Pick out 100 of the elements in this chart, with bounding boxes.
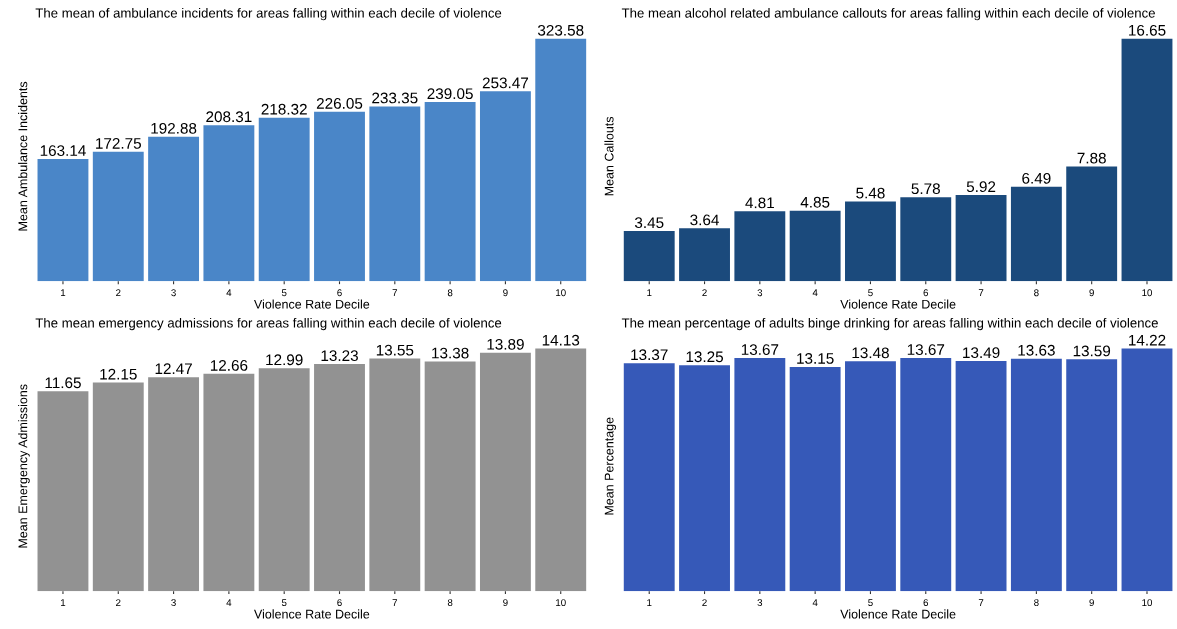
bar bbox=[1121, 38, 1173, 282]
data-label: 11.65 bbox=[45, 377, 81, 389]
chart-title: The mean emergency admissions for areas falling within each decile of violence bbox=[35, 317, 502, 331]
bar bbox=[369, 358, 421, 592]
x-tick-label: 10 bbox=[1142, 289, 1153, 297]
x-tick-label: 7 bbox=[978, 599, 984, 606]
chart-title: The mean percentage of adults binge drinking for areas falling within each decile of violence bbox=[621, 317, 1158, 331]
y-axis-title: Mean Percentage bbox=[604, 417, 617, 515]
x-tick-label: 8 bbox=[447, 599, 453, 607]
x-tick-label: 10 bbox=[1142, 599, 1153, 607]
bar bbox=[37, 391, 89, 592]
bar bbox=[148, 136, 200, 282]
bar bbox=[734, 358, 786, 592]
bar bbox=[314, 364, 365, 592]
data-label: 323.58 bbox=[537, 24, 584, 36]
y-axis-title: Mean Callouts bbox=[604, 116, 614, 196]
bar bbox=[535, 348, 587, 592]
data-label: 4.81 bbox=[745, 197, 774, 209]
bar bbox=[479, 91, 531, 282]
chart-title: The mean alcohol related ambulance callouts for areas falling within each decile of violence bbox=[621, 8, 1155, 21]
data-label: 13.63 bbox=[1018, 344, 1055, 356]
x-tick-label: 5 bbox=[868, 599, 873, 607]
bar bbox=[623, 363, 675, 592]
data-label: 172.75 bbox=[96, 137, 141, 149]
data-label: 7.88 bbox=[1077, 152, 1106, 164]
x-tick-label: 1 bbox=[61, 599, 66, 606]
bar bbox=[900, 197, 952, 282]
bar bbox=[479, 352, 531, 592]
data-label: 13.89 bbox=[487, 338, 524, 350]
x-tick-label: 6 bbox=[923, 289, 929, 297]
bar bbox=[845, 361, 896, 592]
data-label: 4.85 bbox=[800, 196, 830, 208]
bar bbox=[92, 151, 144, 282]
x-axis-title: Violence Rate Decile bbox=[254, 609, 370, 619]
data-label: 3.45 bbox=[634, 217, 664, 229]
data-label: 5.48 bbox=[856, 187, 885, 199]
data-label: 13.23 bbox=[321, 350, 358, 362]
x-tick-label: 6 bbox=[337, 599, 342, 607]
data-label: 5.78 bbox=[911, 183, 940, 195]
x-tick-label: 7 bbox=[392, 599, 398, 606]
bar bbox=[955, 195, 1007, 282]
bar bbox=[1010, 186, 1062, 282]
x-tick-label: 3 bbox=[757, 599, 763, 607]
data-label: 192.88 bbox=[151, 122, 197, 134]
bar bbox=[679, 365, 730, 592]
data-label: 13.67 bbox=[907, 344, 945, 355]
data-label: 253.47 bbox=[482, 77, 529, 89]
data-label: 12.99 bbox=[266, 354, 303, 366]
bar bbox=[1066, 359, 1118, 592]
x-tick-label: 6 bbox=[923, 599, 929, 607]
x-tick-label: 5 bbox=[281, 289, 287, 297]
data-label: 13.15 bbox=[797, 353, 834, 364]
bar bbox=[623, 231, 675, 282]
data-label: 13.25 bbox=[686, 351, 724, 363]
x-tick-label: 6 bbox=[337, 289, 342, 297]
bar bbox=[203, 125, 255, 282]
x-tick-label: 9 bbox=[503, 599, 508, 607]
bar bbox=[789, 210, 841, 282]
bar bbox=[900, 358, 952, 592]
x-tick-label: 1 bbox=[61, 289, 66, 297]
data-label: 208.31 bbox=[206, 111, 252, 123]
x-axis-title: Violence Rate Decile bbox=[254, 299, 370, 309]
bar bbox=[424, 102, 476, 282]
x-tick-label: 3 bbox=[171, 599, 176, 607]
data-label: 14.22 bbox=[1129, 334, 1166, 346]
bar bbox=[148, 377, 200, 592]
bar bbox=[203, 373, 255, 592]
x-tick-label: 9 bbox=[1089, 289, 1094, 297]
y-axis-title: Mean Ambulance Incidents bbox=[18, 81, 28, 231]
data-label: 12.47 bbox=[155, 363, 192, 374]
bar bbox=[424, 361, 476, 592]
bar bbox=[1121, 348, 1173, 592]
data-label: 13.37 bbox=[631, 349, 668, 361]
bar bbox=[845, 201, 896, 282]
bar bbox=[258, 368, 310, 592]
x-axis-title: Violence Rate Decile bbox=[840, 299, 956, 309]
x-tick-label: 8 bbox=[447, 289, 453, 297]
bar bbox=[535, 38, 587, 282]
x-tick-label: 2 bbox=[116, 289, 121, 297]
x-axis-title: Violence Rate Decile bbox=[840, 609, 956, 619]
data-label: 13.59 bbox=[1073, 345, 1111, 357]
x-tick-label: 8 bbox=[1034, 599, 1039, 607]
data-label: 233.35 bbox=[372, 92, 418, 104]
chart-title: The mean of ambulance incidents for areas falling within each decile of violence bbox=[35, 8, 502, 21]
data-label: 163.14 bbox=[40, 145, 86, 157]
bar bbox=[789, 366, 841, 592]
data-label: 12.66 bbox=[210, 360, 248, 371]
data-label: 218.32 bbox=[261, 103, 307, 115]
bar bbox=[679, 228, 730, 282]
bar bbox=[734, 211, 786, 282]
x-tick-label: 2 bbox=[116, 599, 121, 606]
data-label: 14.13 bbox=[542, 334, 580, 346]
bar bbox=[92, 382, 144, 592]
x-tick-label: 3 bbox=[757, 289, 763, 297]
x-tick-label: 4 bbox=[812, 289, 818, 297]
data-label: 3.64 bbox=[690, 214, 719, 226]
data-label: 13.55 bbox=[376, 344, 414, 356]
data-label: 13.67 bbox=[741, 344, 779, 355]
x-tick-label: 5 bbox=[868, 289, 873, 297]
y-axis-title: Mean Emergency Admissions bbox=[18, 384, 30, 548]
